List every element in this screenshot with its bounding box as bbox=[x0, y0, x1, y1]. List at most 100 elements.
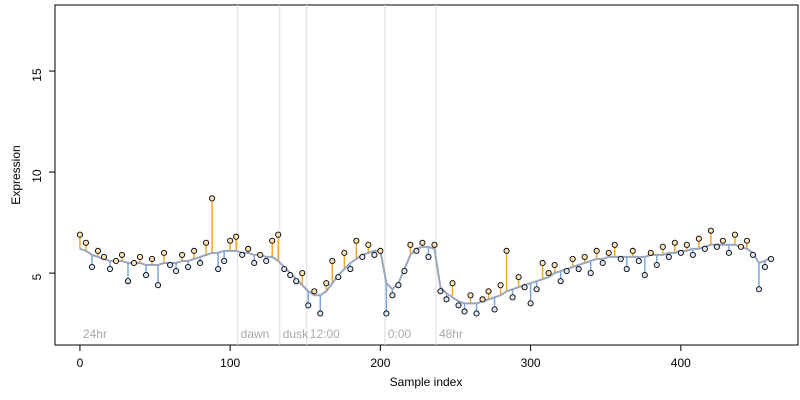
data-point bbox=[293, 278, 300, 285]
data-point bbox=[299, 270, 306, 277]
data-point bbox=[563, 268, 570, 275]
data-point bbox=[731, 231, 738, 238]
data-point bbox=[155, 282, 162, 289]
data-point bbox=[76, 231, 83, 238]
data-point bbox=[605, 249, 612, 256]
x-axis-label: Sample index bbox=[390, 375, 463, 389]
data-point bbox=[599, 259, 606, 267]
data-point bbox=[671, 239, 678, 246]
data-point bbox=[629, 247, 636, 254]
data-point bbox=[473, 310, 480, 317]
data-point bbox=[713, 243, 720, 250]
data-point bbox=[461, 308, 468, 315]
y-tick-label: 15 bbox=[30, 68, 44, 82]
data-point bbox=[641, 272, 648, 279]
data-point bbox=[707, 227, 714, 234]
annotation: 24hr bbox=[83, 327, 107, 341]
data-point bbox=[701, 245, 708, 252]
data-point bbox=[359, 253, 366, 260]
annotation: 48hr bbox=[439, 327, 463, 341]
x-tick-label: 0 bbox=[77, 356, 84, 370]
data-point bbox=[371, 251, 378, 258]
data-point bbox=[407, 241, 414, 248]
data-point bbox=[275, 231, 282, 238]
data-point bbox=[551, 261, 558, 269]
x-tick-label: 100 bbox=[220, 356, 240, 370]
data-point bbox=[185, 263, 192, 271]
data-point bbox=[142, 272, 150, 279]
data-point bbox=[88, 263, 96, 271]
data-point bbox=[161, 249, 168, 256]
data-point bbox=[323, 280, 330, 287]
data-point bbox=[317, 310, 324, 317]
data-point bbox=[197, 259, 204, 267]
data-point bbox=[665, 253, 672, 260]
x-tick-label: 200 bbox=[370, 356, 390, 370]
data-point bbox=[623, 265, 630, 273]
data-point bbox=[227, 237, 234, 244]
data-point bbox=[479, 296, 486, 303]
data-point bbox=[569, 255, 576, 262]
data-point bbox=[269, 237, 276, 244]
data-point bbox=[767, 255, 775, 262]
annotation: dawn bbox=[241, 327, 270, 341]
data-point bbox=[167, 261, 174, 269]
data-point bbox=[419, 239, 426, 246]
data-point bbox=[521, 284, 528, 291]
data-point bbox=[485, 288, 492, 295]
data-point bbox=[725, 249, 732, 256]
data-point bbox=[215, 265, 222, 273]
data-point bbox=[503, 247, 510, 254]
data-point bbox=[455, 302, 462, 309]
data-point bbox=[335, 274, 342, 281]
data-point bbox=[761, 263, 769, 271]
data-point bbox=[635, 257, 642, 265]
data-point bbox=[539, 259, 546, 267]
data-point bbox=[94, 247, 102, 254]
data-point bbox=[581, 253, 588, 260]
data-point bbox=[647, 249, 654, 256]
data-point bbox=[695, 235, 702, 242]
data-point bbox=[515, 274, 522, 281]
data-point bbox=[251, 259, 258, 267]
annotation: 12:00 bbox=[310, 327, 340, 341]
data-point bbox=[233, 233, 240, 240]
data-point bbox=[347, 265, 354, 273]
data-point bbox=[341, 249, 348, 256]
data-point bbox=[545, 270, 552, 277]
data-point bbox=[743, 237, 750, 244]
y-tick-label: 5 bbox=[30, 273, 44, 280]
x-tick-label: 300 bbox=[521, 356, 541, 370]
data-point bbox=[677, 249, 684, 256]
data-point bbox=[245, 245, 252, 252]
data-point bbox=[617, 255, 624, 262]
data-point bbox=[449, 280, 456, 287]
data-point bbox=[659, 243, 666, 250]
annotation: dusk bbox=[283, 327, 309, 341]
x-tick-label: 400 bbox=[671, 356, 691, 370]
data-point bbox=[443, 296, 450, 303]
data-point bbox=[383, 310, 390, 317]
plot-frame bbox=[54, 4, 799, 346]
data-point bbox=[437, 288, 444, 295]
data-point bbox=[263, 257, 270, 265]
data-point bbox=[755, 286, 762, 293]
data-point bbox=[467, 292, 474, 299]
data-point bbox=[395, 282, 402, 289]
data-point bbox=[287, 272, 294, 279]
data-point bbox=[257, 251, 264, 258]
data-point bbox=[239, 251, 246, 258]
data-point bbox=[281, 265, 288, 273]
data-point bbox=[106, 265, 114, 273]
data-point bbox=[575, 265, 582, 273]
data-point bbox=[148, 255, 156, 262]
data-point bbox=[653, 261, 660, 269]
data-point bbox=[329, 257, 336, 265]
data-point bbox=[191, 247, 198, 254]
data-point bbox=[683, 241, 690, 248]
data-point bbox=[221, 257, 228, 265]
data-point bbox=[124, 278, 132, 285]
data-point bbox=[431, 241, 438, 248]
data-point bbox=[533, 286, 540, 293]
